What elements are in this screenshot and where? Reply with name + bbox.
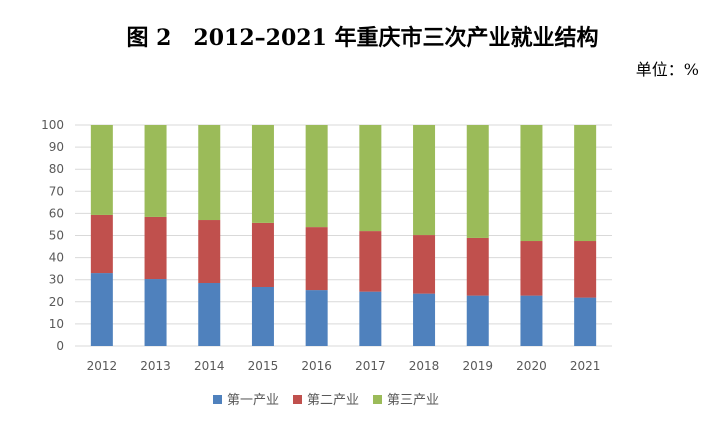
bar-segment (251, 286, 274, 346)
x-tick-label: 2014 (194, 359, 225, 373)
x-tick-label: 2017 (355, 359, 386, 373)
bar-segment (198, 283, 221, 346)
x-tick-label: 2018 (409, 359, 440, 373)
bar-segment (413, 125, 436, 236)
legend-swatch (293, 395, 302, 404)
bar-segment (144, 216, 167, 280)
bar-segment (144, 125, 167, 217)
bar-segment (198, 125, 221, 221)
y-tick-label: 20 (49, 295, 64, 309)
bar-segment (466, 125, 489, 238)
unit-label: 单位：% (635, 60, 699, 79)
x-tick-label: 2015 (248, 359, 279, 373)
y-tick-label: 30 (49, 273, 64, 287)
y-tick-label: 80 (49, 162, 64, 176)
legend-swatch (213, 395, 222, 404)
bar-segment (251, 125, 274, 223)
y-tick-label: 50 (49, 229, 64, 243)
bar-segment (90, 125, 113, 215)
y-tick-label: 70 (49, 184, 64, 198)
y-tick-label: 60 (49, 206, 64, 220)
bar-segment (359, 231, 382, 292)
bar-segment (90, 214, 113, 274)
bar-segment (251, 222, 274, 287)
bar-segment (574, 241, 597, 298)
legend-label: 第三产业 (387, 393, 439, 408)
bar-segment (359, 125, 382, 232)
y-tick-label: 100 (41, 118, 64, 132)
bar-segment (413, 235, 436, 294)
x-tick-label: 2019 (462, 359, 493, 373)
bar-segment (413, 293, 436, 346)
bar-segment (198, 220, 221, 284)
x-tick-label: 2012 (87, 359, 118, 373)
bar-segment (90, 273, 113, 346)
legend-label: 第二产业 (307, 393, 359, 408)
legend-label: 第一产业 (227, 393, 279, 408)
bar-segment (144, 279, 167, 346)
bar-segment (305, 125, 328, 228)
bar-segment (520, 295, 543, 346)
y-tick-label: 0 (56, 339, 64, 353)
bar-segment (466, 237, 489, 296)
x-tick-label: 2016 (301, 359, 332, 373)
y-tick-label: 90 (49, 140, 64, 154)
chart-title: 图 2 2012–2021 年重庆市三次产业就业结构 (126, 25, 599, 51)
x-tick-label: 2020 (516, 359, 547, 373)
bar-segment (520, 125, 543, 242)
y-tick-label: 40 (49, 251, 64, 265)
x-tick-label: 2013 (140, 359, 171, 373)
bar-segment (359, 291, 382, 346)
bar-segment (305, 227, 328, 291)
bar-segment (305, 290, 328, 346)
bar-segment (574, 297, 597, 346)
bar-segment (520, 241, 543, 296)
bar-segment (466, 295, 489, 346)
legend-swatch (373, 395, 382, 404)
x-tick-label: 2021 (570, 359, 601, 373)
bar-segment (574, 125, 597, 242)
y-tick-label: 10 (49, 317, 64, 331)
